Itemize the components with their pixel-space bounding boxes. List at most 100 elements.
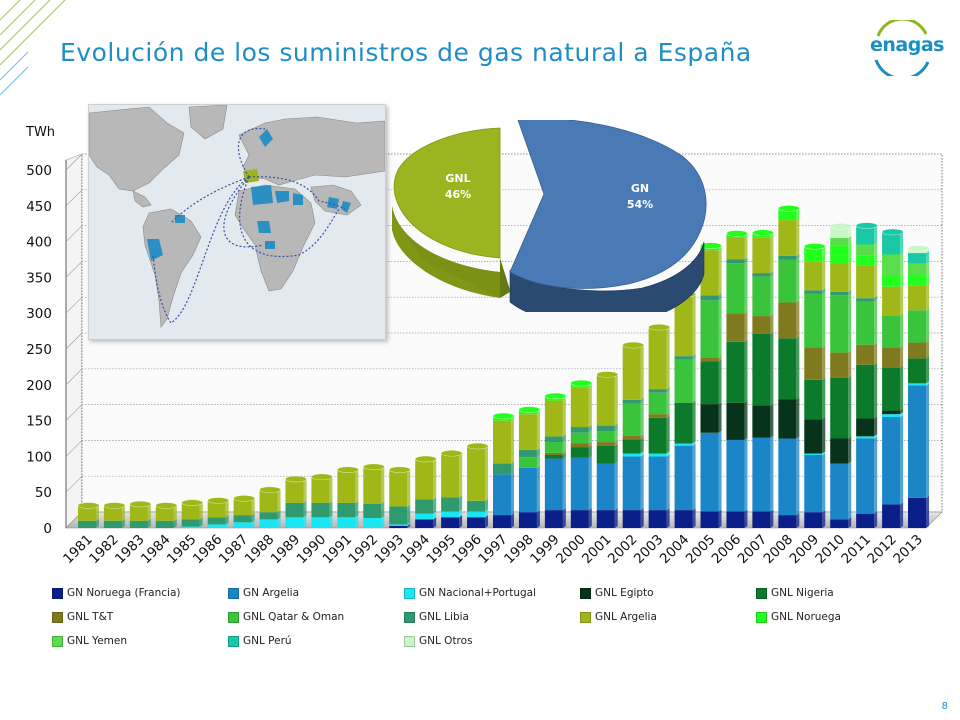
bar-segment: [830, 291, 849, 296]
x-tick-label: 2002: [605, 532, 641, 568]
bar-segment-side: [666, 415, 670, 454]
bar-segment: [77, 520, 96, 528]
bar-segment-side: [588, 455, 592, 511]
bar-segment-side: [173, 504, 177, 521]
bar-cap: [285, 475, 307, 483]
x-tick-label: 1998: [501, 532, 537, 568]
x-tick-label: 2012: [864, 532, 900, 568]
bar-segment-side: [926, 356, 930, 384]
bar-segment: [285, 480, 304, 503]
legend-label: GNL T&T: [67, 611, 114, 623]
x-tick-label: 1995: [423, 532, 459, 568]
bar-segment-side: [796, 253, 800, 260]
bar-stack-1998: [518, 406, 541, 528]
bar-segment: [389, 506, 408, 525]
bar-segment-side: [900, 231, 904, 255]
bar-segment: [804, 347, 823, 380]
bar-segment: [596, 442, 615, 446]
bar-segment: [233, 515, 252, 523]
bar-cap: [881, 228, 904, 236]
x-tick-label: 2006: [709, 532, 745, 568]
x-tick-label: 1984: [138, 532, 174, 568]
bar-cap: [311, 473, 333, 481]
bar-segment-side: [95, 518, 99, 528]
bar-segment-side: [874, 362, 878, 419]
bar-stack-2001: [596, 371, 619, 528]
legend-swatch: [52, 635, 63, 647]
bar-stack-1994: [414, 455, 437, 528]
bar-segment-side: [562, 440, 566, 453]
pie-label-gn: GN: [631, 182, 649, 195]
bar-stack-2007: [752, 229, 774, 528]
bar-segment: [622, 403, 641, 436]
legend-label: GNL Yemen: [67, 635, 128, 647]
bar-cap: [155, 502, 178, 509]
pie-slice-gnl: [392, 127, 510, 298]
bar-segment-side: [614, 429, 618, 443]
x-tick-label: 1999: [527, 532, 563, 568]
logo-text: enagas: [870, 34, 944, 56]
bar-segment: [830, 238, 849, 246]
bar-segment: [207, 517, 226, 525]
legend-item: GN Argelia: [228, 587, 299, 599]
bar-segment: [648, 456, 667, 511]
bar-stack-1996: [466, 442, 489, 528]
bar-segment: [311, 502, 330, 518]
bar-segment: [155, 520, 174, 528]
bar-segment: [778, 515, 797, 528]
bar-stack-1983: [129, 500, 152, 528]
bar-segment-side: [251, 520, 255, 528]
bar-stack-2012: [881, 228, 904, 528]
bar-segment-side: [95, 504, 99, 521]
bar-cap: [363, 463, 385, 471]
bar-segment: [311, 477, 330, 503]
bar-stack-2004: [674, 290, 696, 528]
bar-segment-side: [900, 252, 904, 276]
bar-cap: [829, 222, 852, 230]
bar-segment-side: [874, 242, 878, 256]
bar-segment: [570, 447, 589, 458]
bar-segment: [752, 511, 771, 528]
bar-segment-side: [900, 502, 904, 528]
gridline-side: [65, 475, 83, 493]
bar-segment: [804, 290, 823, 294]
bar-segment-side: [718, 248, 722, 296]
pie-percent-gn: 54%: [627, 198, 653, 211]
bar-segment: [389, 524, 408, 526]
bar-segment-side: [770, 403, 774, 438]
legend-label: GN Nacional+Portugal: [419, 587, 537, 599]
bar-segment: [726, 511, 745, 528]
bar-segment-side: [848, 236, 852, 246]
bar-segment: [493, 463, 511, 475]
bar-segment: [908, 385, 927, 498]
bar-segment-side: [926, 272, 930, 286]
bar-segment-side: [848, 375, 852, 439]
bar-segment-side: [744, 437, 748, 512]
bar-segment-side: [666, 454, 670, 511]
bar-segment: [700, 295, 719, 301]
bar-segment-side: [614, 440, 618, 446]
bar-segment-side: [666, 508, 670, 528]
x-tick-label: 2003: [631, 532, 667, 568]
legend-swatch: [580, 587, 591, 599]
bar-segment: [778, 438, 797, 516]
gridline-side: [65, 296, 83, 314]
bar-segment-side: [666, 387, 670, 393]
x-tick-label: 1990: [294, 532, 330, 568]
bar-segment: [882, 315, 901, 348]
x-tick-label: 1986: [190, 532, 226, 568]
y-tick-label: 250: [26, 342, 52, 358]
bar-segment: [493, 420, 511, 464]
bar-segment-side: [900, 408, 904, 415]
bar-segment-side: [796, 513, 800, 528]
bar-segment: [908, 358, 927, 384]
bar-segment-side: [926, 308, 930, 343]
bar-segment-side: [770, 274, 774, 317]
bar-cap: [129, 500, 152, 508]
bar-segment-side: [511, 418, 514, 464]
bar-segment: [155, 506, 174, 521]
bar-segment-side: [848, 436, 852, 464]
bar-cap: [518, 406, 541, 413]
bar-segment: [181, 519, 200, 527]
bar-segment-side: [407, 522, 411, 526]
